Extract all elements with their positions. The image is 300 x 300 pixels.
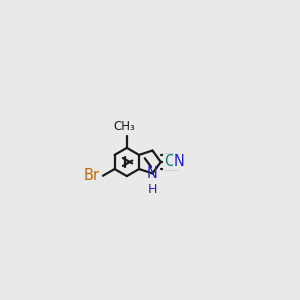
Text: H: H [148, 183, 157, 196]
Text: N: N [174, 154, 184, 169]
Text: N: N [147, 166, 158, 181]
Text: Br: Br [84, 168, 100, 183]
Text: C: C [164, 154, 174, 169]
Text: CH₃: CH₃ [113, 120, 135, 133]
